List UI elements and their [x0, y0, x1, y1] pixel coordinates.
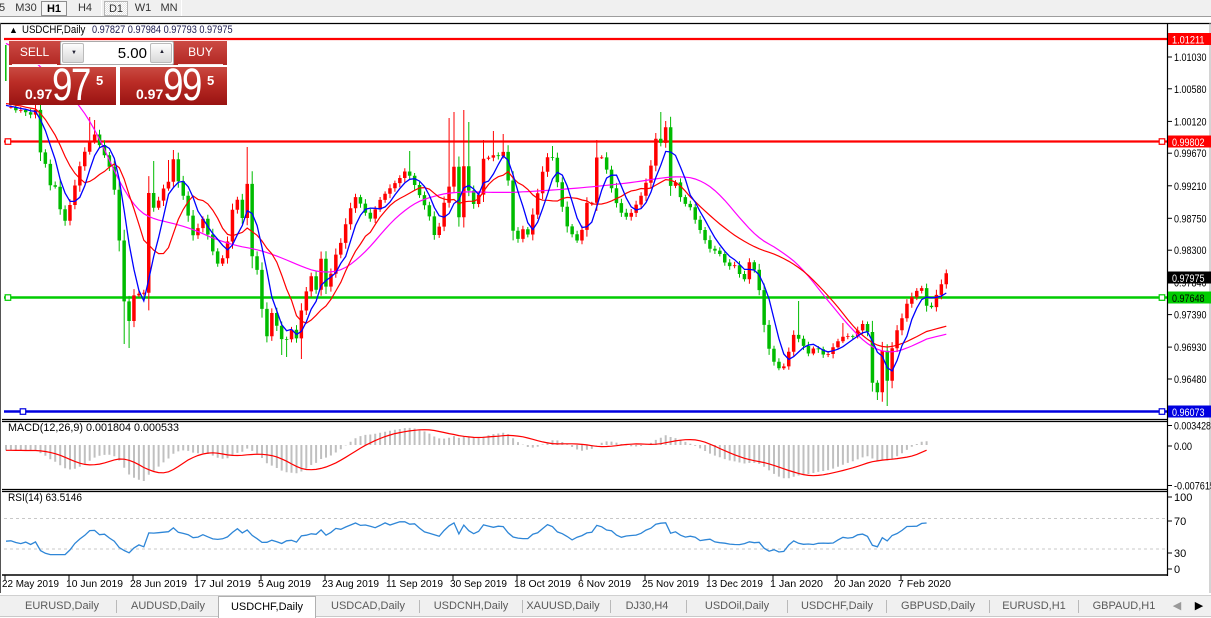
svg-text:0.97975: 0.97975 — [1172, 273, 1205, 285]
svg-text:5 Aug 2019: 5 Aug 2019 — [258, 579, 311, 590]
svg-text:-0.007615: -0.007615 — [1174, 481, 1211, 493]
svg-text:0.96930: 0.96930 — [1174, 342, 1207, 354]
svg-text:0.98750: 0.98750 — [1174, 213, 1207, 225]
svg-text:17 Jul 2019: 17 Jul 2019 — [194, 579, 251, 590]
svg-text:10 Jun 2019: 10 Jun 2019 — [66, 579, 123, 590]
svg-text:1.01030: 1.01030 — [1174, 52, 1207, 64]
svg-text:25 Nov 2019: 25 Nov 2019 — [642, 579, 699, 590]
svg-text:22 May 2019: 22 May 2019 — [2, 579, 59, 590]
svg-text:0.99210: 0.99210 — [1174, 181, 1207, 193]
svg-text:0.99670: 0.99670 — [1174, 148, 1207, 160]
svg-text:1.00580: 1.00580 — [1174, 84, 1207, 96]
svg-text:1.00120: 1.00120 — [1174, 116, 1207, 128]
svg-text:28 Jun 2019: 28 Jun 2019 — [130, 579, 187, 590]
svg-text:7 Feb 2020: 7 Feb 2020 — [898, 579, 951, 590]
svg-text:0.96480: 0.96480 — [1174, 374, 1207, 386]
svg-text:0.97390: 0.97390 — [1174, 310, 1207, 322]
svg-text:18 Oct 2019: 18 Oct 2019 — [514, 579, 571, 590]
svg-text:11 Sep 2019: 11 Sep 2019 — [386, 579, 443, 590]
svg-text:0: 0 — [1174, 564, 1180, 576]
svg-text:23 Aug 2019: 23 Aug 2019 — [322, 579, 379, 590]
svg-text:1.01211: 1.01211 — [1172, 35, 1205, 47]
svg-text:70: 70 — [1174, 516, 1186, 528]
svg-text:0.00: 0.00 — [1174, 441, 1192, 453]
svg-text:0.003428: 0.003428 — [1174, 421, 1211, 433]
svg-text:100: 100 — [1174, 492, 1192, 504]
svg-text:MACD(12,26,9) 0.001804 0.00053: MACD(12,26,9) 0.001804 0.000533 — [8, 422, 179, 434]
svg-text:0.98300: 0.98300 — [1174, 245, 1207, 257]
svg-text:20 Jan 2020: 20 Jan 2020 — [834, 579, 891, 590]
svg-text:30 Sep 2019: 30 Sep 2019 — [450, 579, 507, 590]
svg-text:13 Dec 2019: 13 Dec 2019 — [706, 579, 763, 590]
svg-text:1 Jan 2020: 1 Jan 2020 — [770, 579, 823, 590]
svg-text:0.96073: 0.96073 — [1172, 407, 1205, 419]
svg-text:0.97648: 0.97648 — [1172, 293, 1205, 305]
svg-text:0.99802: 0.99802 — [1172, 137, 1205, 149]
svg-text:30: 30 — [1174, 548, 1186, 560]
svg-text:RSI(14) 63.5146: RSI(14) 63.5146 — [8, 492, 82, 504]
svg-text:6 Nov 2019: 6 Nov 2019 — [578, 579, 631, 590]
